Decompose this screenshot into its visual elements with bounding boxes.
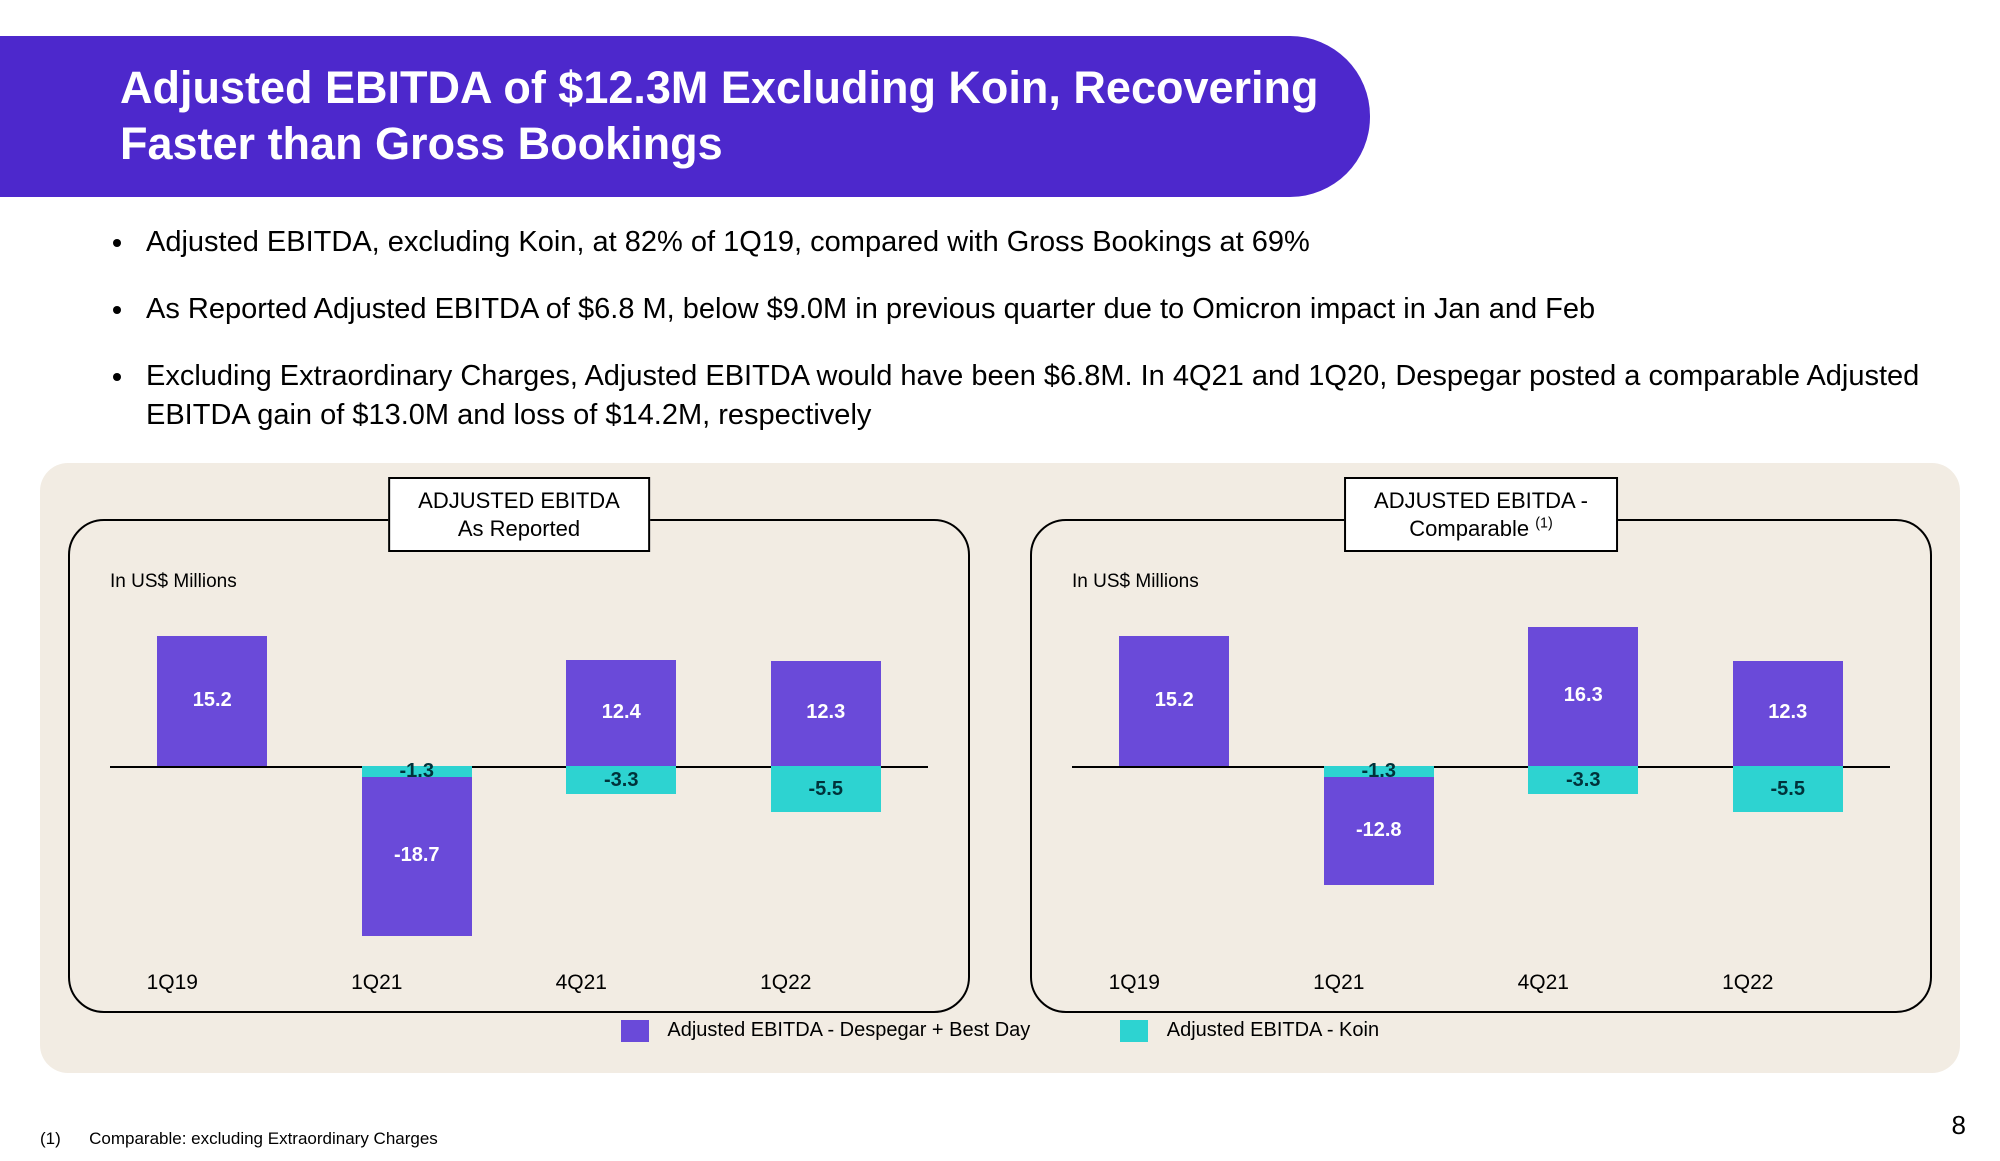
y-axis-label: In US$ Millions — [110, 571, 237, 593]
legend-item-primary: Adjusted EBITDA - Despegar + Best Day — [621, 1019, 1030, 1042]
legend-swatch-koin — [1120, 1020, 1148, 1042]
footnote-marker: (1) — [40, 1129, 61, 1148]
chart-title-line1: ADJUSTED EBITDA - — [1374, 488, 1588, 513]
legend-label-koin: Adjusted EBITDA - Koin — [1167, 1019, 1379, 1041]
chart-legend: Adjusted EBITDA - Despegar + Best Day Ad… — [68, 1019, 1932, 1042]
charts-container: ADJUSTED EBITDA As Reported In US$ Milli… — [40, 463, 1960, 1073]
bullet-list: Adjusted EBITDA, excluding Koin, at 82% … — [0, 197, 2000, 436]
chart-right-title: ADJUSTED EBITDA - Comparable (1) — [1344, 477, 1618, 552]
legend-label-primary: Adjusted EBITDA - Despegar + Best Day — [667, 1019, 1030, 1041]
slide-title: Adjusted EBITDA of $12.3M Excluding Koin… — [120, 60, 1370, 173]
page-number: 8 — [1952, 1110, 1966, 1141]
chart-title-line2: As Reported — [418, 515, 620, 543]
plot-area-left: 15.2-1.3-18.7-3.312.4-5.512.3 — [110, 621, 928, 951]
chart-left-title: ADJUSTED EBITDA As Reported — [388, 477, 650, 552]
chart-title-line1: ADJUSTED EBITDA — [418, 488, 620, 513]
title-band: Adjusted EBITDA of $12.3M Excluding Koin… — [0, 36, 1370, 197]
chart-title-line2: Comparable (1) — [1374, 515, 1588, 543]
footnote: (1) Comparable: excluding Extraordinary … — [40, 1129, 438, 1149]
bullet-item: As Reported Adjusted EBITDA of $6.8 M, b… — [136, 290, 1920, 329]
legend-swatch-primary — [621, 1020, 649, 1042]
y-axis-label: In US$ Millions — [1072, 571, 1199, 593]
bullet-item: Excluding Extraordinary Charges, Adjuste… — [136, 357, 1920, 435]
footnote-text: Comparable: excluding Extraordinary Char… — [89, 1129, 438, 1148]
bullet-item: Adjusted EBITDA, excluding Koin, at 82% … — [136, 223, 1920, 262]
plot-area-right: 15.2-1.3-12.8-3.316.3-5.512.3 — [1072, 621, 1890, 951]
chart-right: ADJUSTED EBITDA - Comparable (1) In US$ … — [1030, 483, 1932, 1013]
legend-item-koin: Adjusted EBITDA - Koin — [1120, 1019, 1379, 1042]
chart-left: ADJUSTED EBITDA As Reported In US$ Milli… — [68, 483, 970, 1013]
